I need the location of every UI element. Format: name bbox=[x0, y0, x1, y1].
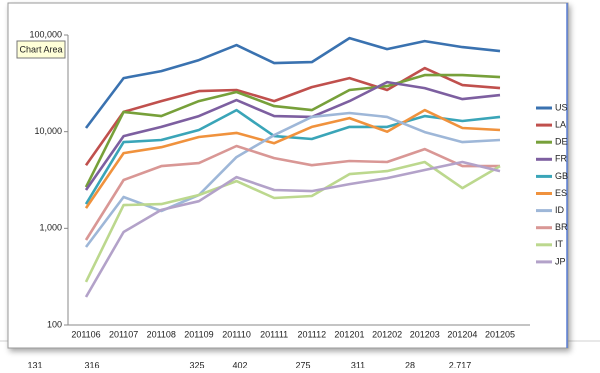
cell-text: 316 bbox=[84, 360, 99, 368]
cell-text: 402 bbox=[232, 360, 247, 368]
tooltip: Chart Area bbox=[16, 40, 66, 59]
x-tick-label: 201110 bbox=[222, 329, 251, 339]
x-tick-label: 201202 bbox=[372, 329, 402, 339]
legend-label: BR bbox=[555, 222, 568, 232]
plot: 100 1,000 10,000 100,000 201106 201107 201108 2… bbox=[29, 29, 568, 339]
series-line bbox=[84, 160, 501, 298]
x-tick-label: 201109 bbox=[184, 329, 213, 339]
legend-label: GB bbox=[555, 171, 568, 181]
legend-label: DE bbox=[555, 137, 568, 147]
series-line bbox=[84, 111, 501, 248]
x-tick-label: 201204 bbox=[447, 329, 477, 339]
series-line bbox=[84, 80, 501, 191]
series-line bbox=[84, 108, 501, 205]
x-tick-label: 201111 bbox=[260, 329, 288, 339]
chart-area[interactable] bbox=[7, 2, 569, 349]
x-tick-label: 201203 bbox=[410, 329, 440, 339]
series-line bbox=[84, 73, 501, 188]
cell-text: 311 bbox=[351, 360, 365, 368]
x-tick-label: 201201 bbox=[334, 329, 364, 339]
x-tick-label: 201106 bbox=[71, 329, 100, 339]
cell-text: 325 bbox=[189, 360, 204, 368]
legend-label: LA bbox=[555, 119, 566, 129]
tooltip-text: Chart Area bbox=[19, 44, 62, 54]
y-tick-label: 10,000 bbox=[34, 126, 62, 136]
y-tick-label: 100 bbox=[47, 319, 62, 329]
y-tick-label: 100,000 bbox=[29, 29, 62, 39]
series-line bbox=[84, 144, 500, 241]
cell-text: 131 bbox=[27, 360, 42, 368]
x-tick-label: 201205 bbox=[485, 329, 515, 339]
x-tick-label: 201112 bbox=[297, 329, 326, 339]
series-line bbox=[84, 36, 501, 129]
legend-label: US bbox=[555, 102, 568, 112]
series-line bbox=[84, 108, 501, 209]
legend-label: ID bbox=[555, 205, 565, 215]
series-line bbox=[84, 66, 501, 166]
legend-label: FR bbox=[555, 154, 567, 164]
x-tick-label: 201107 bbox=[109, 329, 138, 339]
legend-label: IT bbox=[555, 239, 564, 249]
y-tick-label: 1,000 bbox=[39, 223, 62, 233]
tooltip-box bbox=[16, 40, 66, 59]
cell-text: 2,717 bbox=[449, 360, 472, 368]
legend-label: ES bbox=[555, 188, 567, 198]
series-line bbox=[84, 160, 501, 283]
x-tick-label: 201108 bbox=[147, 329, 176, 339]
cell-text: 28 bbox=[405, 360, 415, 368]
legend-label: JP bbox=[555, 256, 566, 266]
cell-text: 275 bbox=[295, 360, 310, 368]
